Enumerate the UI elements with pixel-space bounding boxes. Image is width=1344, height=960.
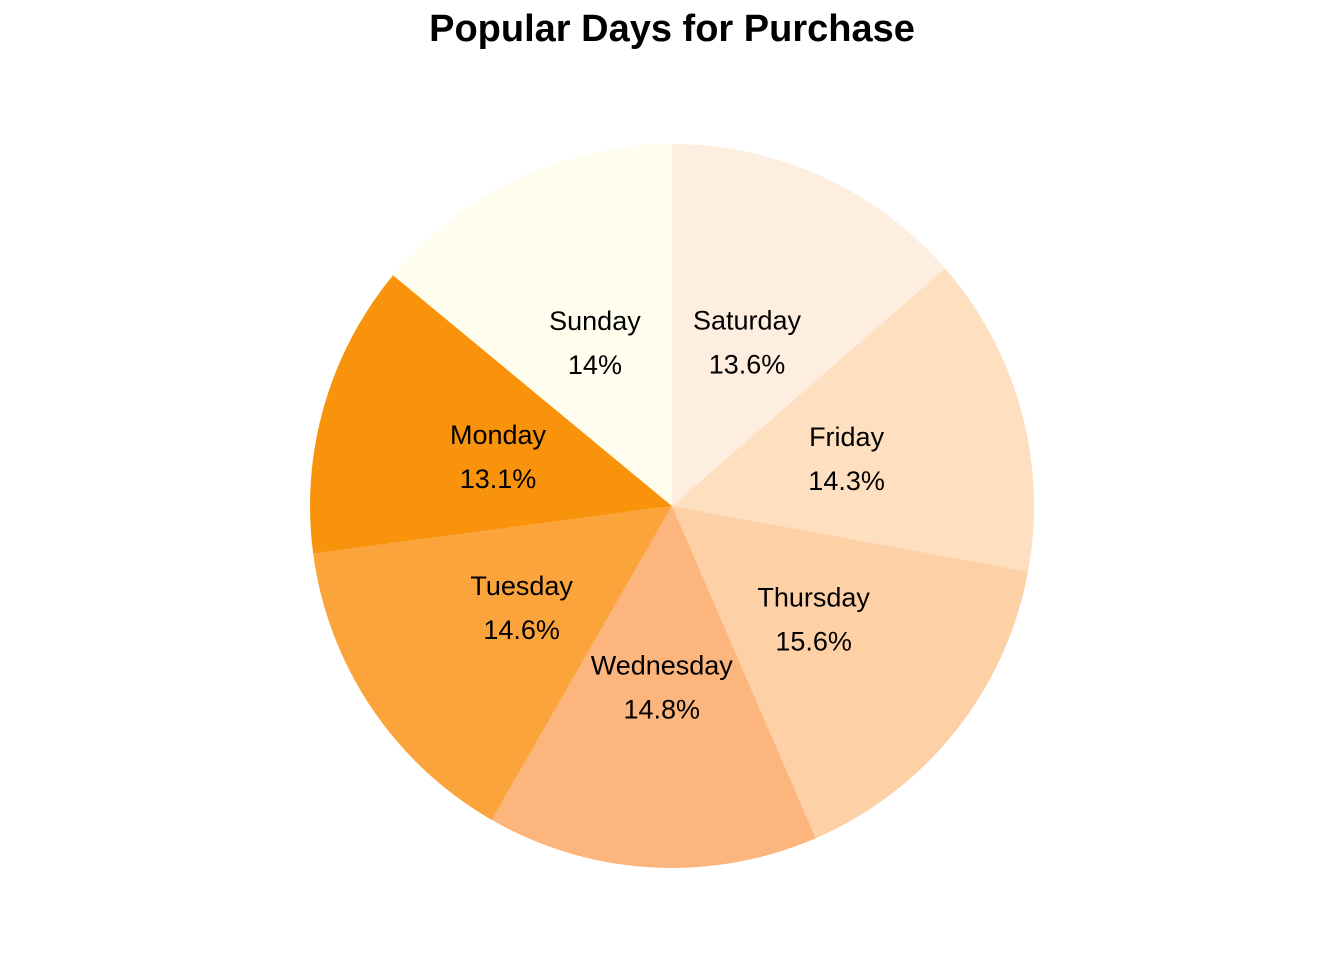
slice-label-saturday: Saturday bbox=[693, 305, 802, 335]
slice-percent-friday: 14.3% bbox=[808, 466, 885, 496]
slice-percent-tuesday: 14.6% bbox=[483, 615, 560, 645]
slice-percent-saturday: 13.6% bbox=[709, 349, 786, 379]
pie-labels: Saturday 13.6% Friday 14.3% Thursday 15.6% Wed… bbox=[450, 305, 885, 724]
pie-slice-wednesday bbox=[491, 506, 816, 868]
slice-percent-monday: 13.1% bbox=[460, 464, 537, 494]
slice-label-monday: Monday bbox=[450, 420, 547, 450]
slice-label-thursday: Thursday bbox=[757, 583, 870, 613]
pie-slice-sunday bbox=[393, 144, 672, 506]
slice-label-wednesday: Wednesday bbox=[591, 651, 734, 681]
slice-label-friday: Friday bbox=[809, 422, 885, 452]
pie-slice-monday bbox=[310, 275, 672, 554]
pie-slice-saturday bbox=[672, 144, 946, 506]
pie-slices bbox=[310, 144, 1035, 868]
slice-percent-wednesday: 14.8% bbox=[623, 695, 700, 725]
slice-percent-thursday: 15.6% bbox=[775, 627, 852, 657]
slice-label-tuesday: Tuesday bbox=[470, 571, 573, 601]
slice-percent-sunday: 14% bbox=[568, 350, 622, 380]
pie-slice-thursday bbox=[672, 506, 1029, 839]
slice-label-sunday: Sunday bbox=[549, 306, 641, 336]
pie-slice-friday bbox=[672, 268, 1035, 572]
chart-title: Popular Days for Purchase bbox=[429, 8, 915, 50]
pie-slice-tuesday bbox=[313, 506, 672, 820]
